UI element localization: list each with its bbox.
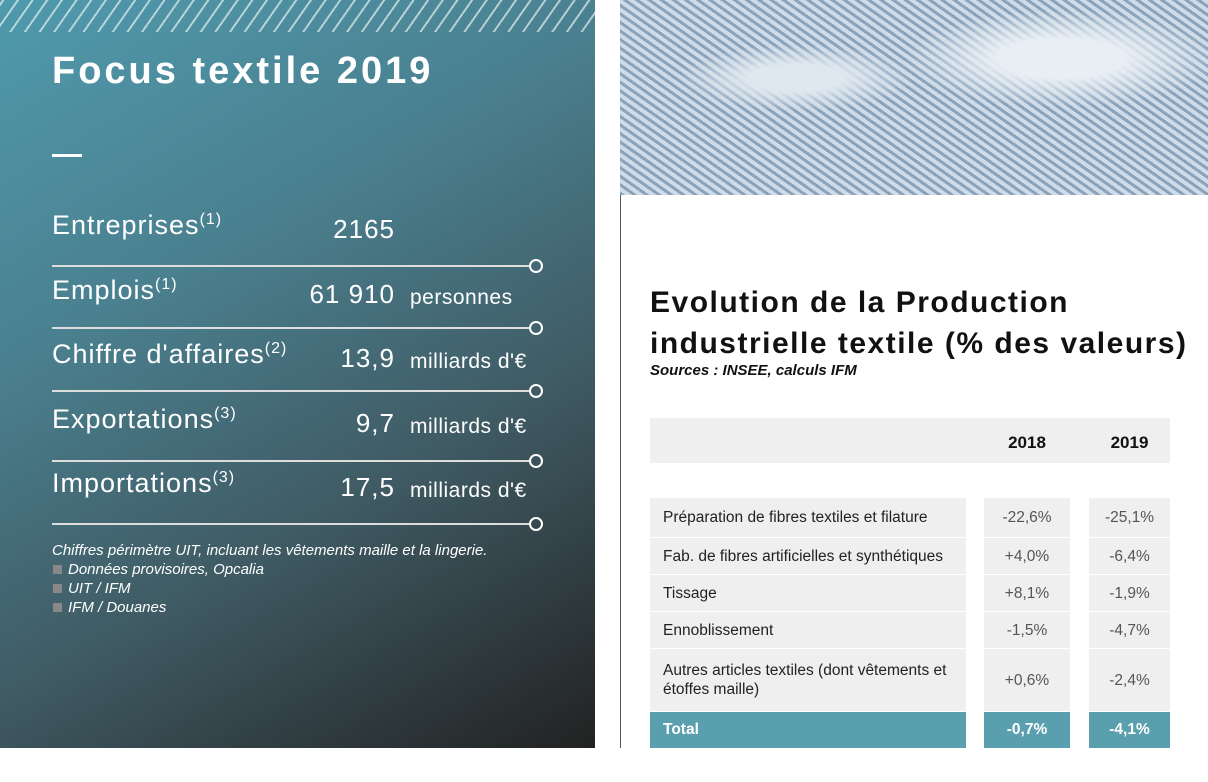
stat-value: 13,9	[340, 343, 395, 373]
table-cell: -6,4%	[1089, 538, 1170, 574]
table-cell: -25,1%	[1089, 498, 1170, 537]
stat-name: Entreprises	[52, 210, 200, 240]
stat-note: (3)	[212, 469, 236, 486]
divider	[620, 195, 621, 748]
stat-note: (3)	[214, 405, 237, 422]
table-title: Evolution de la Production industrielle …	[650, 286, 1188, 360]
table-cell: -2,4%	[1089, 649, 1170, 711]
stat-unit: milliards d'€	[410, 415, 527, 438]
stat-name: Exportations	[52, 404, 215, 434]
table-cell: -22,6%	[984, 498, 1070, 537]
stat-label: Entreprises(1)	[52, 210, 222, 241]
separator-dot	[529, 454, 543, 468]
separator-dot	[529, 384, 543, 398]
dash	[52, 154, 82, 157]
separator	[52, 523, 530, 525]
stat-value: 17,5	[340, 472, 395, 502]
stat-label: Emplois(1)	[52, 275, 178, 306]
source: Données provisoires, Opcalia	[68, 561, 264, 578]
stat-label: Exportations(3)	[52, 404, 237, 435]
stat-note: (1)	[155, 276, 178, 293]
table-cell: Ennoblissement	[650, 612, 966, 648]
footnote: Chiffres périmètre UIT, incluant les vêt…	[52, 542, 488, 559]
stat-unit: milliards d'€	[410, 350, 527, 373]
table-header	[650, 418, 1170, 463]
separator	[52, 327, 530, 329]
total-cell: Total	[650, 712, 966, 748]
table-cell: Préparation de fibres textiles et filatu…	[650, 498, 966, 537]
sources: Sources : INSEE, calculs IFM	[650, 362, 857, 379]
table-cell: +0,6%	[984, 649, 1070, 711]
source-bullet	[53, 584, 62, 593]
stat-label: Importations(3)	[52, 468, 235, 499]
left-panel: Focus textile 2019 Entreprises(1) 2165 Emp…	[0, 0, 595, 748]
stripes	[0, 0, 595, 32]
total-cell: -0,7%	[984, 712, 1070, 748]
stat-value: 61 910	[309, 279, 395, 309]
table-cell: Fab. de fibres artificielles et synthéti…	[650, 538, 966, 574]
separator	[52, 265, 530, 267]
stat-note: (1)	[199, 211, 223, 228]
stat-label: Chiffre d'affaires(2)	[52, 339, 287, 370]
source-bullet	[53, 603, 62, 612]
stat-name: Chiffre d'affaires	[52, 339, 265, 369]
column-header: 2019	[1110, 433, 1149, 452]
table-cell: -1,5%	[984, 612, 1070, 648]
lace-image	[620, 0, 1208, 195]
stat-value: 9,7	[355, 408, 395, 438]
table-cell: +4,0%	[984, 538, 1070, 574]
separator-dot	[529, 517, 543, 531]
table-cell: Autres articles textiles (dont vêtements…	[650, 649, 966, 711]
source-bullet	[53, 565, 62, 574]
title: Focus textile 2019	[52, 50, 434, 92]
total-cell: -4,1%	[1089, 712, 1170, 748]
source: IFM / Douanes	[68, 599, 167, 616]
table-cell: -4,7%	[1089, 612, 1170, 648]
table-cell: -1,9%	[1089, 575, 1170, 611]
column-header: 2018	[1008, 433, 1046, 452]
stat-unit: personnes	[410, 286, 513, 309]
table-cell: Tissage	[650, 575, 966, 611]
stat-name: Emplois	[52, 275, 156, 305]
stat-value: 2165	[333, 214, 395, 244]
source: UIT / IFM	[68, 580, 131, 597]
separator	[52, 390, 530, 392]
stat-unit: milliards d'€	[410, 479, 527, 502]
stat-name: Importations	[52, 468, 213, 498]
table-cell: +8,1%	[984, 575, 1070, 611]
separator-dot	[529, 259, 543, 273]
stat-note: (2)	[264, 340, 288, 357]
separator	[52, 460, 530, 462]
separator-dot	[529, 321, 543, 335]
